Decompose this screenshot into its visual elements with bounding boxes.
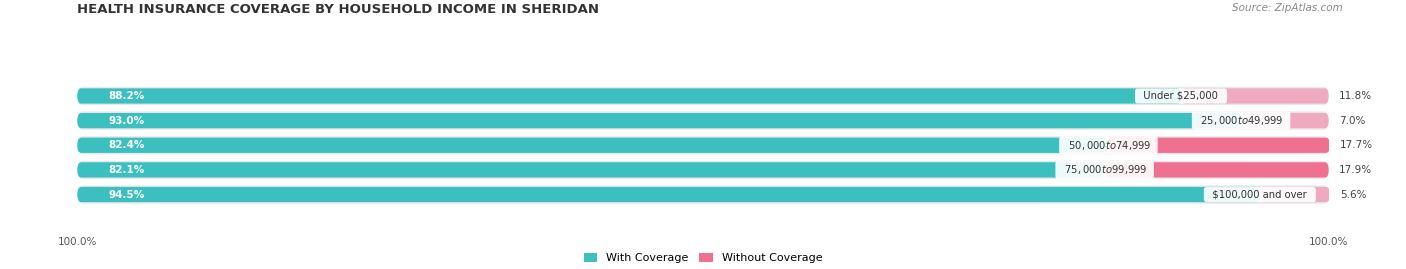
Text: 82.4%: 82.4%	[108, 140, 145, 150]
Text: Source: ZipAtlas.com: Source: ZipAtlas.com	[1232, 3, 1343, 13]
FancyBboxPatch shape	[1108, 138, 1330, 153]
FancyBboxPatch shape	[77, 138, 1108, 153]
FancyBboxPatch shape	[77, 136, 1329, 154]
Text: 17.9%: 17.9%	[1339, 165, 1372, 175]
Text: 7.0%: 7.0%	[1339, 116, 1365, 126]
Text: 88.2%: 88.2%	[108, 91, 145, 101]
FancyBboxPatch shape	[1181, 88, 1329, 104]
Text: 93.0%: 93.0%	[108, 116, 145, 126]
FancyBboxPatch shape	[1105, 162, 1329, 178]
FancyBboxPatch shape	[77, 162, 1105, 178]
FancyBboxPatch shape	[77, 187, 1260, 202]
Text: 100.0%: 100.0%	[1309, 237, 1348, 247]
Text: 82.1%: 82.1%	[108, 165, 145, 175]
Text: $25,000 to $49,999: $25,000 to $49,999	[1194, 114, 1288, 127]
FancyBboxPatch shape	[1260, 187, 1330, 202]
Text: $50,000 to $74,999: $50,000 to $74,999	[1062, 139, 1156, 152]
Text: $100,000 and over: $100,000 and over	[1206, 190, 1313, 200]
Text: Under $25,000: Under $25,000	[1137, 91, 1225, 101]
Text: 5.6%: 5.6%	[1340, 190, 1367, 200]
Text: 100.0%: 100.0%	[58, 237, 97, 247]
Text: 94.5%: 94.5%	[108, 190, 145, 200]
FancyBboxPatch shape	[77, 185, 1329, 204]
FancyBboxPatch shape	[77, 88, 1181, 104]
Text: 11.8%: 11.8%	[1339, 91, 1372, 101]
FancyBboxPatch shape	[77, 161, 1329, 179]
FancyBboxPatch shape	[1241, 113, 1329, 128]
Text: HEALTH INSURANCE COVERAGE BY HOUSEHOLD INCOME IN SHERIDAN: HEALTH INSURANCE COVERAGE BY HOUSEHOLD I…	[77, 3, 599, 16]
FancyBboxPatch shape	[77, 112, 1329, 130]
FancyBboxPatch shape	[77, 87, 1329, 105]
FancyBboxPatch shape	[77, 113, 1241, 128]
Text: $75,000 to $99,999: $75,000 to $99,999	[1057, 163, 1152, 176]
Text: 17.7%: 17.7%	[1340, 140, 1374, 150]
Legend: With Coverage, Without Coverage: With Coverage, Without Coverage	[583, 253, 823, 263]
